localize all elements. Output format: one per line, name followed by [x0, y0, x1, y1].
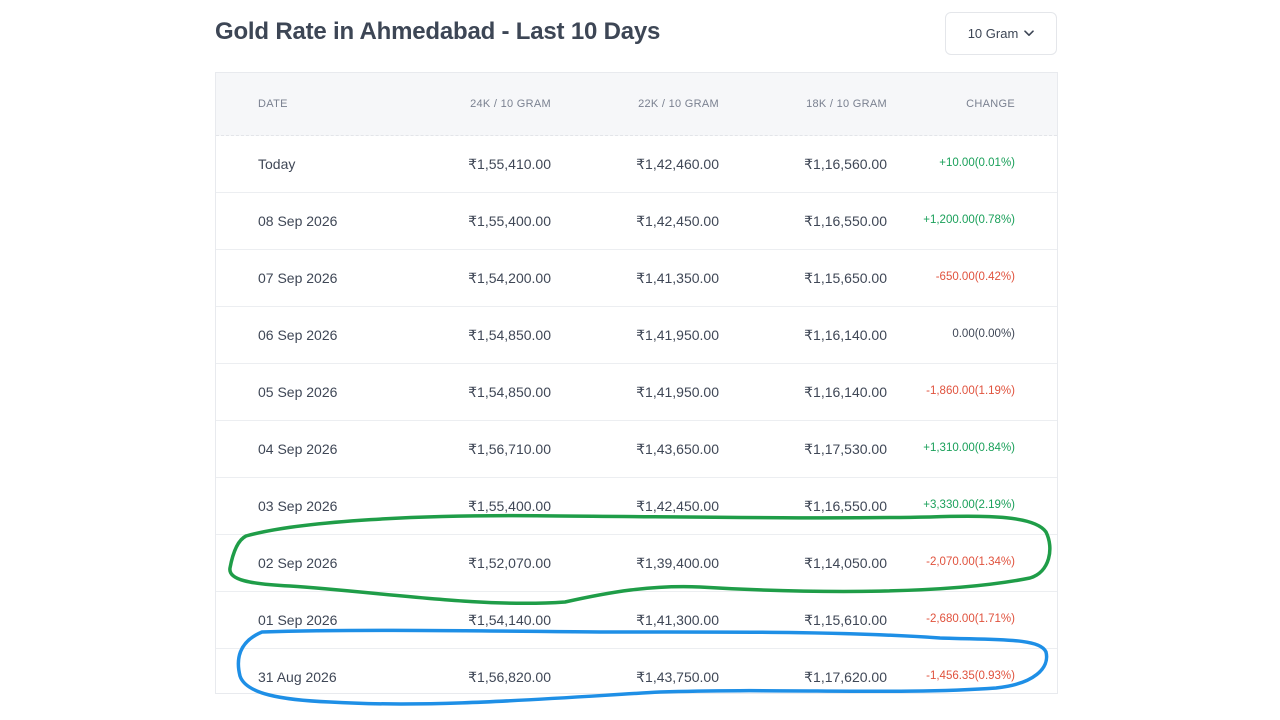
rate-18k-cell: ₹1,17,530.00 — [804, 441, 887, 457]
table-row: 02 Sep 2026 ₹1,52,070.00 ₹1,39,400.00 ₹1,14… — [216, 535, 1057, 592]
table-row: Today ₹1,55,410.00 ₹1,42,460.00 ₹1,16,560.0… — [216, 136, 1057, 193]
col-header-22k: 22K / 10 GRAM — [638, 98, 719, 110]
rate-22k-cell: ₹1,41,350.00 — [636, 270, 719, 286]
table-row: 05 Sep 2026 ₹1,54,850.00 ₹1,41,950.00 ₹1,16… — [216, 364, 1057, 421]
date-cell: Today — [258, 156, 296, 172]
date-cell: 05 Sep 2026 — [258, 384, 338, 400]
change-cell: -1,860.00(1.19%) — [926, 385, 1015, 397]
rate-18k-cell: ₹1,16,560.00 — [804, 156, 887, 172]
change-cell: +1,310.00(0.84%) — [923, 442, 1015, 454]
rate-18k-cell: ₹1,16,550.00 — [804, 213, 887, 229]
change-cell: -2,680.00(1.71%) — [926, 613, 1015, 625]
rate-24k-cell: ₹1,52,070.00 — [468, 555, 551, 571]
date-cell: 08 Sep 2026 — [258, 213, 338, 229]
rate-18k-cell: ₹1,14,050.00 — [804, 555, 887, 571]
rate-22k-cell: ₹1,42,460.00 — [636, 156, 719, 172]
rate-18k-cell: ₹1,16,140.00 — [804, 327, 887, 343]
rate-24k-cell: ₹1,54,140.00 — [468, 612, 551, 628]
rate-24k-cell: ₹1,55,410.00 — [468, 156, 551, 172]
col-header-date: DATE — [258, 98, 288, 110]
rate-24k-cell: ₹1,55,400.00 — [468, 213, 551, 229]
table-row: 06 Sep 2026 ₹1,54,850.00 ₹1,41,950.00 ₹1,16… — [216, 307, 1057, 364]
unit-dropdown[interactable]: 10 Gram — [945, 12, 1057, 55]
chevron-down-icon — [1024, 30, 1035, 36]
rate-22k-cell: ₹1,41,300.00 — [636, 612, 719, 628]
table-row: 04 Sep 2026 ₹1,56,710.00 ₹1,43,650.00 ₹1,17… — [216, 421, 1057, 478]
change-cell: 0.00(0.00%) — [952, 328, 1015, 340]
change-cell: -2,070.00(1.34%) — [926, 556, 1015, 568]
rate-24k-cell: ₹1,56,710.00 — [468, 441, 551, 457]
rate-22k-cell: ₹1,42,450.00 — [636, 498, 719, 514]
rate-24k-cell: ₹1,55,400.00 — [468, 498, 551, 514]
change-cell: -650.00(0.42%) — [935, 271, 1015, 283]
rate-24k-cell: ₹1,54,200.00 — [468, 270, 551, 286]
table-row: 01 Sep 2026 ₹1,54,140.00 ₹1,41,300.00 ₹1,15… — [216, 592, 1057, 649]
rate-24k-cell: ₹1,56,820.00 — [468, 669, 551, 685]
col-header-change: CHANGE — [966, 98, 1015, 110]
rate-18k-cell: ₹1,15,610.00 — [804, 612, 887, 628]
rate-24k-cell: ₹1,54,850.00 — [468, 327, 551, 343]
table-row: 31 Aug 2026 ₹1,56,820.00 ₹1,43,750.00 ₹1,17… — [216, 649, 1057, 705]
date-cell: 03 Sep 2026 — [258, 498, 338, 514]
rate-22k-cell: ₹1,41,950.00 — [636, 384, 719, 400]
date-cell: 06 Sep 2026 — [258, 327, 338, 343]
change-cell: +3,330.00(2.19%) — [923, 499, 1015, 511]
rate-18k-cell: ₹1,17,620.00 — [804, 669, 887, 685]
table-header: DATE 24K / 10 GRAM 22K / 10 GRAM 18K / 1… — [216, 73, 1057, 136]
table-row: 08 Sep 2026 ₹1,55,400.00 ₹1,42,450.00 ₹1,16… — [216, 193, 1057, 250]
change-cell: +10.00(0.01%) — [939, 157, 1015, 169]
rate-22k-cell: ₹1,41,950.00 — [636, 327, 719, 343]
table-body: Today ₹1,55,410.00 ₹1,42,460.00 ₹1,16,560.0… — [216, 136, 1057, 705]
date-cell: 31 Aug 2026 — [258, 669, 337, 685]
date-cell: 07 Sep 2026 — [258, 270, 338, 286]
page-title: Gold Rate in Ahmedabad - Last 10 Days — [215, 18, 661, 45]
table-row: 07 Sep 2026 ₹1,54,200.00 ₹1,41,350.00 ₹1,15… — [216, 250, 1057, 307]
rate-22k-cell: ₹1,42,450.00 — [636, 213, 719, 229]
rate-22k-cell: ₹1,43,750.00 — [636, 669, 719, 685]
rate-18k-cell: ₹1,16,140.00 — [804, 384, 887, 400]
gold-rate-table: DATE 24K / 10 GRAM 22K / 10 GRAM 18K / 1… — [215, 72, 1058, 694]
rate-24k-cell: ₹1,54,850.00 — [468, 384, 551, 400]
col-header-18k: 18K / 10 GRAM — [806, 98, 887, 110]
rate-18k-cell: ₹1,15,650.00 — [804, 270, 887, 286]
rate-18k-cell: ₹1,16,550.00 — [804, 498, 887, 514]
date-cell: 01 Sep 2026 — [258, 612, 338, 628]
rate-22k-cell: ₹1,43,650.00 — [636, 441, 719, 457]
unit-dropdown-value: 10 Gram — [967, 26, 1019, 41]
date-cell: 02 Sep 2026 — [258, 555, 338, 571]
col-header-24k: 24K / 10 GRAM — [470, 98, 551, 110]
date-cell: 04 Sep 2026 — [258, 441, 338, 457]
change-cell: -1,456.35(0.93%) — [926, 670, 1015, 682]
change-cell: +1,200.00(0.78%) — [923, 214, 1015, 226]
table-row: 03 Sep 2026 ₹1,55,400.00 ₹1,42,450.00 ₹1,16… — [216, 478, 1057, 535]
rate-22k-cell: ₹1,39,400.00 — [636, 555, 719, 571]
